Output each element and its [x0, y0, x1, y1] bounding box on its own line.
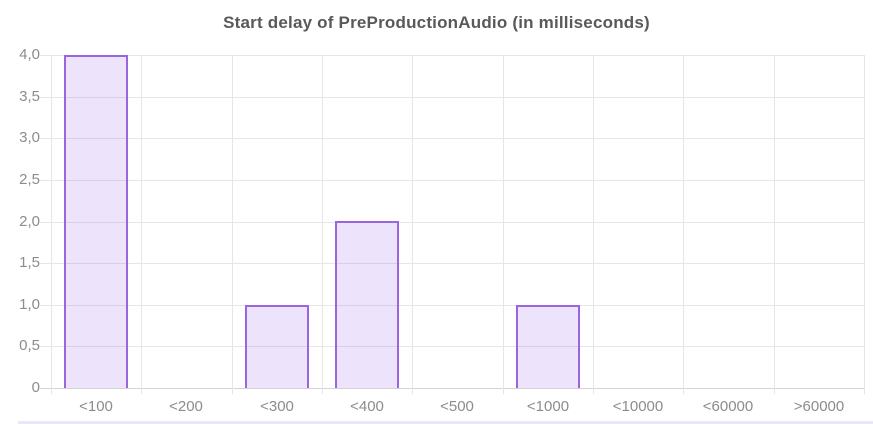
y-tick-label: 0,5 — [19, 337, 40, 354]
gridline-vertical — [683, 55, 684, 394]
plot-area — [40, 55, 865, 394]
gridline-vertical — [864, 55, 865, 394]
y-tick-label: 0 — [31, 379, 40, 396]
gridline-vertical — [503, 55, 504, 394]
x-tick-label: <200 — [169, 398, 203, 415]
x-tick-label: <400 — [350, 398, 384, 415]
bar-<300[interactable] — [245, 305, 309, 388]
gridline-horizontal — [40, 138, 864, 139]
y-tick-label: 2,0 — [19, 213, 40, 230]
y-tick-label: 4,0 — [19, 46, 40, 63]
gridline-vertical — [774, 55, 775, 394]
gridline-horizontal — [40, 180, 864, 181]
gridline-horizontal — [40, 55, 864, 56]
gridline-horizontal — [40, 97, 864, 98]
gridline-horizontal — [40, 305, 864, 306]
x-axis-baseline — [40, 388, 864, 389]
x-tick-label: <1000 — [526, 398, 570, 415]
x-tick-label: <60000 — [702, 398, 754, 415]
x-tick-label: <10000 — [612, 398, 664, 415]
gridline-horizontal — [40, 263, 864, 264]
y-tick-label: 1,0 — [19, 296, 40, 313]
chart-title: Start delay of PreProductionAudio (in mi… — [223, 13, 650, 32]
y-tick-label: 1,5 — [19, 254, 40, 271]
gridline-horizontal — [40, 346, 864, 347]
y-axis-line — [51, 55, 52, 394]
bar-<400[interactable] — [335, 221, 399, 388]
gridline-vertical — [412, 55, 413, 394]
x-tick-label: <100 — [79, 398, 113, 415]
bar-<1000[interactable] — [516, 305, 580, 388]
x-tick-label: >60000 — [793, 398, 845, 415]
x-tick-label: <500 — [440, 398, 474, 415]
bar-<100[interactable] — [64, 55, 128, 388]
x-tick-label: <300 — [260, 398, 294, 415]
gridline-vertical — [141, 55, 142, 394]
y-tick-label: 3,0 — [19, 129, 40, 146]
gridline-vertical — [232, 55, 233, 394]
y-tick-label: 3,5 — [19, 88, 40, 105]
gridline-horizontal — [40, 222, 864, 223]
gridline-vertical — [322, 55, 323, 394]
bottom-strip — [18, 421, 873, 424]
y-tick-label: 2,5 — [19, 171, 40, 188]
gridline-vertical — [593, 55, 594, 394]
